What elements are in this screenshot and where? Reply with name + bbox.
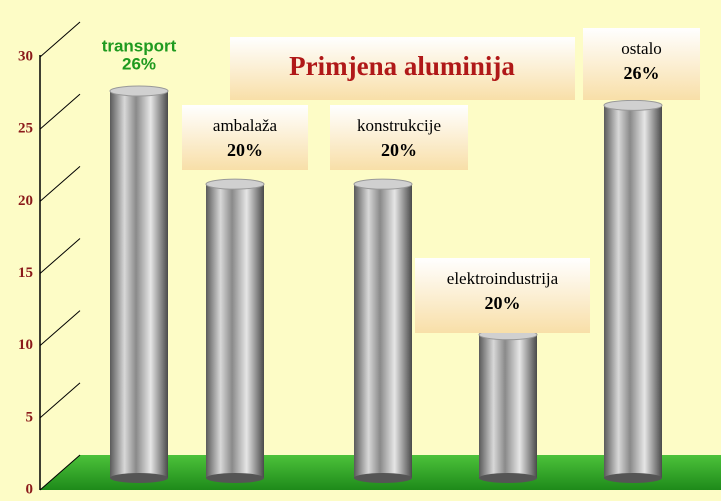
bar-top xyxy=(604,100,662,110)
y-tick-label: 20 xyxy=(18,193,33,209)
bar-base xyxy=(354,473,412,483)
y-tick-label: 25 xyxy=(18,121,33,137)
annotation: 20% xyxy=(227,140,263,160)
annotation: 26% xyxy=(624,63,660,83)
bar xyxy=(479,335,537,478)
bar-top xyxy=(206,179,264,189)
bar xyxy=(604,105,662,478)
label-box xyxy=(330,105,468,170)
bar xyxy=(354,184,412,478)
bar-base xyxy=(206,473,264,483)
chart-title: Primjena aluminija xyxy=(289,51,515,81)
annotation: 20% xyxy=(381,140,417,160)
bar-base xyxy=(479,473,537,483)
annotation: 20% xyxy=(485,293,521,313)
bar-base xyxy=(604,473,662,483)
y-tick-label: 30 xyxy=(18,48,33,64)
category-label: ambalaža xyxy=(213,116,278,135)
y-tick-label: 0 xyxy=(26,481,34,497)
y-tick-label: 15 xyxy=(18,265,33,281)
y-tick-label: 5 xyxy=(26,409,34,425)
y-tick-label: 10 xyxy=(18,337,33,353)
bar-base xyxy=(110,473,168,483)
bar-top xyxy=(354,179,412,189)
label-box xyxy=(182,105,308,170)
category-label: ostalo xyxy=(621,39,662,58)
bar xyxy=(206,184,264,478)
category-label: konstrukcije xyxy=(357,116,441,135)
bar-top xyxy=(110,86,168,96)
bar xyxy=(110,91,168,478)
category-label: transport xyxy=(102,36,177,55)
chart: Primjena aluminija 0 5 10 15 20 25 30 transport… xyxy=(0,0,721,501)
category-label: elektroindustrija xyxy=(447,269,559,288)
annotation: 26% xyxy=(122,54,156,73)
